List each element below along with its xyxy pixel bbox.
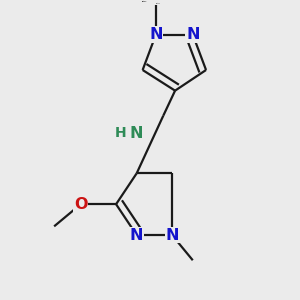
- Text: N: N: [186, 27, 200, 42]
- Text: methyl: methyl: [142, 1, 147, 2]
- Text: N: N: [130, 126, 143, 141]
- Text: H: H: [115, 126, 126, 140]
- Text: N: N: [130, 228, 143, 243]
- Text: methyl: methyl: [156, 2, 161, 4]
- Text: O: O: [74, 197, 87, 212]
- Text: N: N: [149, 27, 163, 42]
- Text: N: N: [165, 228, 179, 243]
